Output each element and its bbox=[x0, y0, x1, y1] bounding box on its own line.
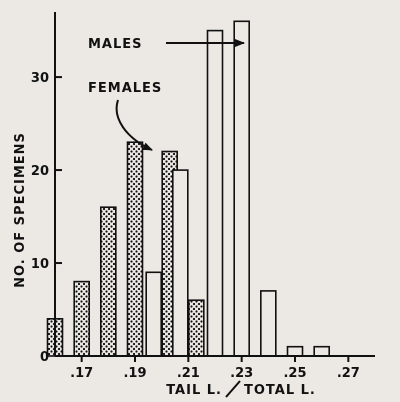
y-tick-label-1: 10 bbox=[31, 257, 49, 272]
y-tick-label-0: 0 bbox=[40, 350, 49, 365]
female-bar-2 bbox=[100, 206, 117, 357]
x-axis-label-left: TAIL L. bbox=[166, 383, 222, 398]
female-bar-5 bbox=[188, 299, 205, 357]
y-tick-label-3: 30 bbox=[31, 71, 49, 86]
male-bar-6 bbox=[206, 29, 224, 357]
x-axis-label-right: TOTAL L. bbox=[244, 383, 316, 398]
male-bar-5 bbox=[172, 169, 189, 357]
y-axis-label: NO. OF SPECIMENS bbox=[13, 132, 28, 288]
male-bar-9 bbox=[286, 345, 304, 357]
x-tick-label-5: .27 bbox=[337, 366, 360, 381]
females-annotation: FEMALES bbox=[88, 81, 162, 96]
male-bar-7 bbox=[233, 20, 250, 357]
bars-group bbox=[46, 20, 331, 357]
x-tick-label-4: .25 bbox=[283, 366, 306, 381]
male-bar-8 bbox=[259, 290, 277, 357]
x-tick-label-0: .17 bbox=[70, 366, 93, 381]
male-bar-4 bbox=[145, 271, 162, 357]
male-bar-10 bbox=[313, 345, 331, 357]
female-bar-1 bbox=[73, 280, 90, 357]
x-tick-label-2: .21 bbox=[177, 366, 200, 381]
y-tick-label-2: 20 bbox=[31, 164, 49, 179]
axes-group: 0 10 20 30 .17 .19 .21 .23 .25 .27 bbox=[31, 12, 375, 381]
female-bar-3 bbox=[126, 141, 144, 357]
x-axis-label-slash bbox=[225, 380, 241, 398]
x-tick-label-1: .19 bbox=[123, 366, 146, 381]
x-tick-label-3: .23 bbox=[230, 366, 253, 381]
females-arrow bbox=[115, 99, 153, 151]
males-annotation: MALES bbox=[88, 37, 143, 52]
